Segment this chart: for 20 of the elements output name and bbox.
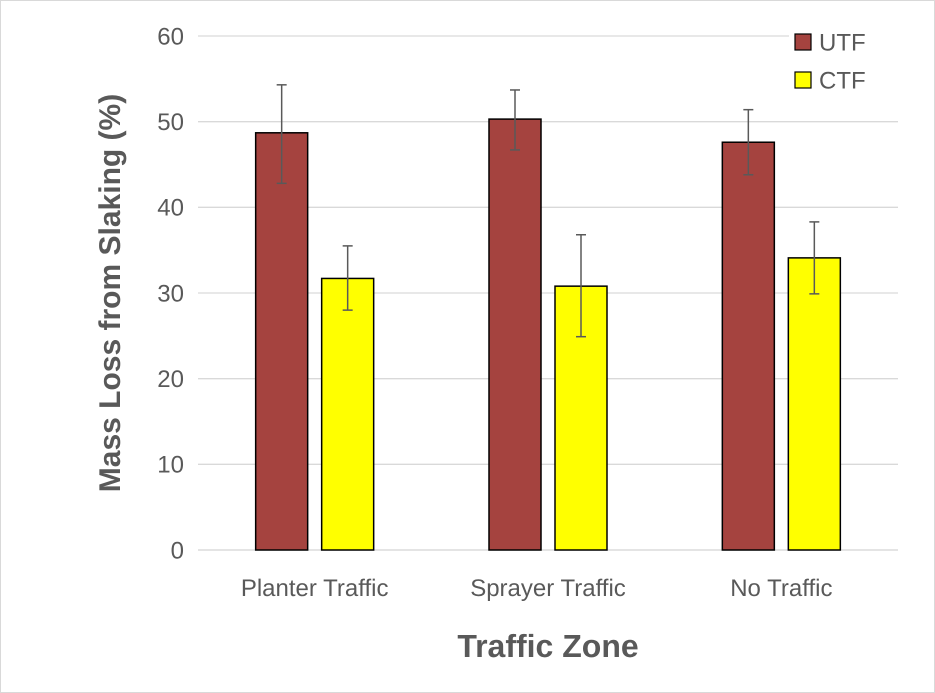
x-tick-label: Planter Traffic	[240, 575, 388, 602]
bar	[488, 118, 542, 551]
legend-label: CTF	[819, 67, 866, 94]
bar	[320, 278, 374, 551]
x-tick-label: No Traffic	[730, 575, 832, 602]
bar	[788, 257, 842, 551]
y-tick-label: 20	[157, 366, 184, 394]
x-tick-label: Sprayer Traffic	[470, 575, 626, 602]
y-tick-label: 40	[157, 194, 184, 222]
y-tick-label: 60	[157, 23, 184, 50]
bar	[722, 141, 776, 551]
bar	[554, 285, 608, 551]
bar	[254, 132, 308, 551]
y-tick-label: 10	[157, 452, 184, 479]
y-tick-label: 30	[157, 280, 184, 308]
y-tick-label: 0	[170, 537, 184, 564]
y-tick-label: 50	[157, 109, 184, 136]
y-axis-title: Mass Loss from Slaking (%)	[94, 94, 127, 492]
x-axis-title: Traffic Zone	[457, 628, 639, 664]
legend-label: UTF	[819, 29, 866, 56]
